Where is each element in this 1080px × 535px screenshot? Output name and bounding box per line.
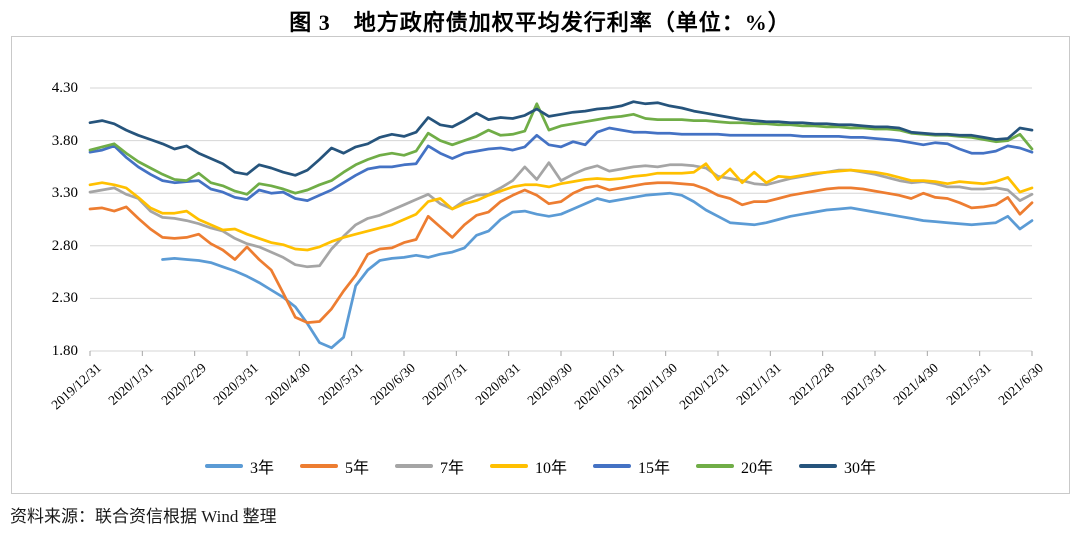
legend-item: 30年: [799, 454, 876, 478]
series-line-20年: [88, 102, 1034, 196]
series-line-7年: [88, 161, 1034, 269]
plot-area: [88, 87, 1034, 356]
y-axis-label: 4.30: [51, 80, 78, 96]
chart-legend: 3年 5年 7年 10年 15年 20年 30年: [12, 454, 1069, 478]
legend-label: 10年: [534, 460, 567, 477]
legend-item: 3年: [204, 454, 274, 478]
chart-title: 图 3 地方政府债加权平均发行利率（单位：%）: [289, 10, 791, 35]
line-chart: 4.30 3.80 3.30 2.80 2.30 1.80 2019/12/31 2020/…: [11, 36, 1070, 494]
legend-label: 5年: [344, 460, 369, 477]
legend-swatch-icon: [799, 464, 838, 468]
legend-item: 7年: [394, 454, 464, 478]
y-axis-label: 3.30: [51, 185, 78, 202]
y-axis-label: 2.80: [51, 237, 78, 254]
legend-item: 15年: [593, 454, 670, 478]
legend-item: 5年: [299, 454, 369, 478]
legend-swatch-icon: [299, 464, 338, 468]
y-axis-label: 2.30: [51, 290, 78, 307]
series-line-10年: [88, 162, 1034, 252]
y-axis-label: 1.80: [51, 343, 78, 359]
x-ticks: [89, 351, 1033, 356]
legend-swatch-icon: [204, 464, 243, 468]
legend-label: 30年: [844, 460, 877, 477]
series-line-3年: [161, 191, 1034, 350]
legend-swatch-icon: [593, 464, 631, 468]
series-line-15年: [88, 126, 1034, 202]
legend-item: 10年: [489, 454, 567, 478]
legend-item: 20年: [696, 454, 773, 478]
source-note: 资料来源：联合资信根据 Wind 整理: [10, 507, 277, 526]
legend-label: 7年: [439, 460, 464, 477]
series-line-30年: [88, 100, 1034, 177]
legend-label: 3年: [249, 460, 274, 477]
series-line-5年: [88, 181, 1034, 324]
legend-label: 15年: [638, 460, 671, 477]
legend-label: 20年: [741, 460, 774, 477]
legend-swatch-icon: [489, 464, 528, 468]
legend-swatch-icon: [696, 464, 735, 468]
legend-swatch-icon: [394, 464, 433, 468]
y-axis-label: 3.80: [51, 132, 78, 149]
